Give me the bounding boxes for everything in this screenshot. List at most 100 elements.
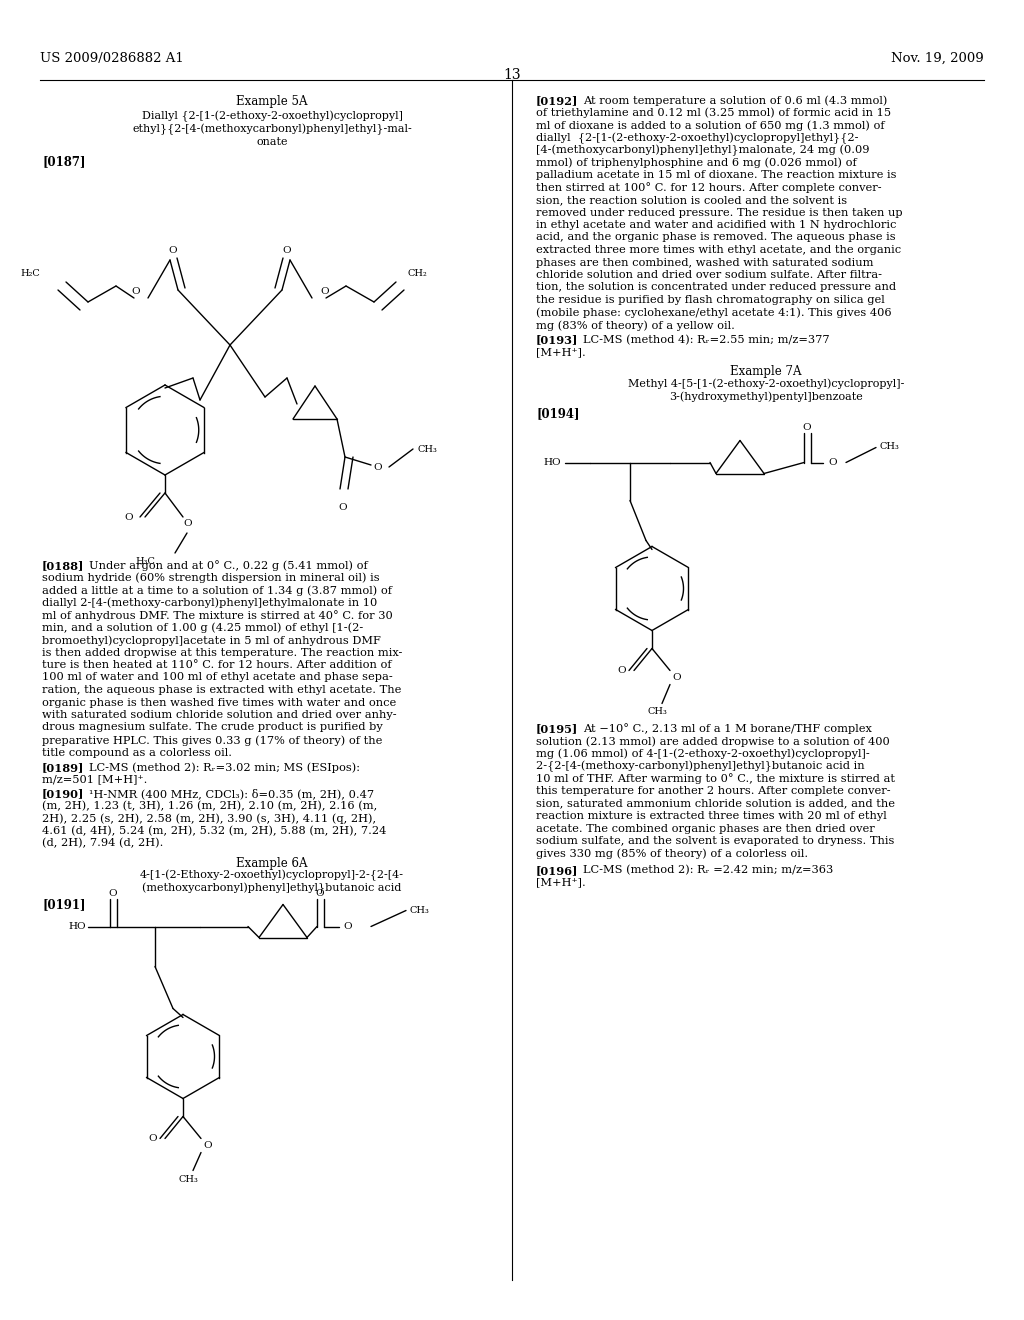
Text: (methoxycarbonyl)phenyl]ethyl}butanoic acid: (methoxycarbonyl)phenyl]ethyl}butanoic a…	[142, 883, 401, 894]
Text: 2H), 2.25 (s, 2H), 2.58 (m, 2H), 3.90 (s, 3H), 4.11 (q, 2H),: 2H), 2.25 (s, 2H), 2.58 (m, 2H), 3.90 (s…	[42, 813, 376, 824]
Text: 2-{2-[4-(methoxy-carbonyl)phenyl]ethyl}butanoic acid in: 2-{2-[4-(methoxy-carbonyl)phenyl]ethyl}b…	[536, 762, 864, 772]
Text: is then added dropwise at this temperature. The reaction mix-: is then added dropwise at this temperatu…	[42, 648, 402, 657]
Text: tion, the solution is concentrated under reduced pressure and: tion, the solution is concentrated under…	[536, 282, 896, 293]
Text: Diallyl {2-[1-(2-ethoxy-2-oxoethyl)cyclopropyl]: Diallyl {2-[1-(2-ethoxy-2-oxoethyl)cyclo…	[141, 111, 402, 123]
Text: mg (83% of theory) of a yellow oil.: mg (83% of theory) of a yellow oil.	[536, 319, 735, 330]
Text: O: O	[339, 503, 347, 512]
Text: of triethylamine and 0.12 ml (3.25 mmol) of formic acid in 15: of triethylamine and 0.12 ml (3.25 mmol)…	[536, 107, 891, 117]
Text: CH₃: CH₃	[417, 445, 437, 454]
Text: reaction mixture is extracted three times with 20 ml of ethyl: reaction mixture is extracted three time…	[536, 810, 887, 821]
Text: O: O	[124, 512, 133, 521]
Text: [0190]: [0190]	[42, 788, 84, 799]
Text: O: O	[803, 422, 811, 432]
Text: drous magnesium sulfate. The crude product is purified by: drous magnesium sulfate. The crude produ…	[42, 722, 383, 733]
Text: [0196]: [0196]	[536, 865, 579, 876]
Text: O: O	[319, 288, 329, 297]
Text: Example 5A: Example 5A	[237, 95, 308, 108]
Text: H₃C: H₃C	[135, 557, 155, 566]
Text: sion, saturated ammonium chloride solution is added, and the: sion, saturated ammonium chloride soluti…	[536, 799, 895, 808]
Text: 3-(hydroxymethyl)pentyl]benzoate: 3-(hydroxymethyl)pentyl]benzoate	[669, 392, 863, 403]
Text: Example 6A: Example 6A	[237, 857, 308, 870]
Text: [0191]: [0191]	[42, 899, 85, 912]
Text: chloride solution and dried over sodium sulfate. After filtra-: chloride solution and dried over sodium …	[536, 271, 882, 280]
Text: At room temperature a solution of 0.6 ml (4.3 mmol): At room temperature a solution of 0.6 ml…	[583, 95, 888, 106]
Text: O: O	[617, 667, 626, 675]
Text: sodium sulfate, and the solvent is evaporated to dryness. This: sodium sulfate, and the solvent is evapo…	[536, 836, 894, 846]
Text: m/z=501 [M+H]⁺.: m/z=501 [M+H]⁺.	[42, 775, 147, 784]
Text: min, and a solution of 1.00 g (4.25 mmol) of ethyl [1-(2-: min, and a solution of 1.00 g (4.25 mmol…	[42, 623, 364, 634]
Text: title compound as a colorless oil.: title compound as a colorless oil.	[42, 747, 232, 758]
Text: in ethyl acetate and water and acidified with 1 N hydrochloric: in ethyl acetate and water and acidified…	[536, 220, 896, 230]
Text: LC-MS (method 2): Rᵣ =2.42 min; m/z=363: LC-MS (method 2): Rᵣ =2.42 min; m/z=363	[583, 865, 834, 875]
Text: ml of dioxane is added to a solution of 650 mg (1.3 mmol) of: ml of dioxane is added to a solution of …	[536, 120, 885, 131]
Text: preparative HPLC. This gives 0.33 g (17% of theory) of the: preparative HPLC. This gives 0.33 g (17%…	[42, 735, 382, 746]
Text: O: O	[109, 888, 118, 898]
Text: [0194]: [0194]	[536, 408, 580, 421]
Text: added a little at a time to a solution of 1.34 g (3.87 mmol) of: added a little at a time to a solution o…	[42, 585, 392, 595]
Text: ration, the aqueous phase is extracted with ethyl acetate. The: ration, the aqueous phase is extracted w…	[42, 685, 401, 696]
Text: bromoethyl)cyclopropyl]acetate in 5 ml of anhydrous DMF: bromoethyl)cyclopropyl]acetate in 5 ml o…	[42, 635, 381, 645]
Text: (m, 2H), 1.23 (t, 3H), 1.26 (m, 2H), 2.10 (m, 2H), 2.16 (m,: (m, 2H), 1.23 (t, 3H), 1.26 (m, 2H), 2.1…	[42, 800, 377, 810]
Text: Methyl 4-[5-[1-(2-ethoxy-2-oxoethyl)cyclopropyl]-: Methyl 4-[5-[1-(2-ethoxy-2-oxoethyl)cycl…	[628, 379, 904, 389]
Text: O: O	[315, 888, 325, 898]
Text: (mobile phase: cyclohexane/ethyl acetate 4:1). This gives 406: (mobile phase: cyclohexane/ethyl acetate…	[536, 308, 892, 318]
Text: (d, 2H), 7.94 (d, 2H).: (d, 2H), 7.94 (d, 2H).	[42, 838, 164, 849]
Text: US 2009/0286882 A1: US 2009/0286882 A1	[40, 51, 183, 65]
Text: this temperature for another 2 hours. After complete conver-: this temperature for another 2 hours. Af…	[536, 785, 891, 796]
Text: acetate. The combined organic phases are then dried over: acetate. The combined organic phases are…	[536, 824, 874, 833]
Text: HO: HO	[69, 921, 86, 931]
Text: LC-MS (method 4): Rᵣ=2.55 min; m/z=377: LC-MS (method 4): Rᵣ=2.55 min; m/z=377	[583, 334, 829, 345]
Text: mmol) of triphenylphosphine and 6 mg (0.026 mmol) of: mmol) of triphenylphosphine and 6 mg (0.…	[536, 157, 857, 168]
Text: gives 330 mg (85% of theory) of a colorless oil.: gives 330 mg (85% of theory) of a colorl…	[536, 849, 808, 859]
Text: O: O	[203, 1140, 212, 1150]
Text: ethyl}{2-[4-(methoxycarbonyl)phenyl]ethyl}-mal-: ethyl}{2-[4-(methoxycarbonyl)phenyl]ethy…	[132, 124, 412, 136]
Text: CH₃: CH₃	[178, 1175, 198, 1184]
Text: [0187]: [0187]	[42, 154, 85, 168]
Text: [0188]: [0188]	[42, 560, 84, 572]
Text: O: O	[828, 458, 837, 467]
Text: then stirred at 100° C. for 12 hours. After complete conver-: then stirred at 100° C. for 12 hours. Af…	[536, 182, 882, 193]
Text: mg (1.06 mmol) of 4-[1-(2-ethoxy-2-oxoethyl)cyclopropyl]-: mg (1.06 mmol) of 4-[1-(2-ethoxy-2-oxoet…	[536, 748, 869, 759]
Text: [0193]: [0193]	[536, 334, 579, 346]
Text: O: O	[343, 921, 351, 931]
Text: organic phase is then washed five times with water and once: organic phase is then washed five times …	[42, 697, 396, 708]
Text: [0195]: [0195]	[536, 723, 579, 734]
Text: diallyl  {2-[1-(2-ethoxy-2-oxoethyl)cyclopropyl]ethyl}{2-: diallyl {2-[1-(2-ethoxy-2-oxoethyl)cyclo…	[536, 132, 858, 144]
Text: Nov. 19, 2009: Nov. 19, 2009	[891, 51, 984, 65]
Text: ¹H-NMR (400 MHz, CDCl₃): δ=0.35 (m, 2H), 0.47: ¹H-NMR (400 MHz, CDCl₃): δ=0.35 (m, 2H),…	[89, 788, 374, 799]
Text: phases are then combined, washed with saturated sodium: phases are then combined, washed with sa…	[536, 257, 873, 268]
Text: LC-MS (method 2): Rᵣ=3.02 min; MS (ESIpos):: LC-MS (method 2): Rᵣ=3.02 min; MS (ESIpo…	[89, 762, 360, 772]
Text: [M+H⁺].: [M+H⁺].	[536, 347, 586, 356]
Text: 13: 13	[503, 69, 521, 82]
Text: 10 ml of THF. After warming to 0° C., the mixture is stirred at: 10 ml of THF. After warming to 0° C., th…	[536, 774, 895, 784]
Text: [4-(methoxycarbonyl)phenyl]ethyl}malonate, 24 mg (0.09: [4-(methoxycarbonyl)phenyl]ethyl}malonat…	[536, 145, 869, 156]
Text: onate: onate	[256, 137, 288, 147]
Text: Under argon and at 0° C., 0.22 g (5.41 mmol) of: Under argon and at 0° C., 0.22 g (5.41 m…	[89, 560, 368, 570]
Text: removed under reduced pressure. The residue is then taken up: removed under reduced pressure. The resi…	[536, 207, 902, 218]
Text: O: O	[672, 672, 681, 681]
Text: [0189]: [0189]	[42, 762, 84, 774]
Text: O: O	[148, 1134, 157, 1143]
Text: 100 ml of water and 100 ml of ethyl acetate and phase sepa-: 100 ml of water and 100 ml of ethyl acet…	[42, 672, 393, 682]
Text: palladium acetate in 15 ml of dioxane. The reaction mixture is: palladium acetate in 15 ml of dioxane. T…	[536, 170, 896, 180]
Text: solution (2.13 mmol) are added dropwise to a solution of 400: solution (2.13 mmol) are added dropwise …	[536, 737, 890, 747]
Text: ture is then heated at 110° C. for 12 hours. After addition of: ture is then heated at 110° C. for 12 ho…	[42, 660, 391, 671]
Text: O: O	[131, 288, 140, 297]
Text: CH₂: CH₂	[408, 269, 428, 279]
Text: CH₃: CH₃	[880, 442, 900, 451]
Text: 4.61 (d, 4H), 5.24 (m, 2H), 5.32 (m, 2H), 5.88 (m, 2H), 7.24: 4.61 (d, 4H), 5.24 (m, 2H), 5.32 (m, 2H)…	[42, 825, 386, 836]
Text: sion, the reaction solution is cooled and the solvent is: sion, the reaction solution is cooled an…	[536, 195, 847, 205]
Text: CH₃: CH₃	[410, 906, 430, 915]
Text: [0192]: [0192]	[536, 95, 579, 106]
Text: O: O	[183, 519, 191, 528]
Text: extracted three more times with ethyl acetate, and the organic: extracted three more times with ethyl ac…	[536, 246, 901, 255]
Text: with saturated sodium chloride solution and dried over anhy-: with saturated sodium chloride solution …	[42, 710, 396, 719]
Text: ml of anhydrous DMF. The mixture is stirred at 40° C. for 30: ml of anhydrous DMF. The mixture is stir…	[42, 610, 393, 620]
Text: O: O	[283, 246, 291, 255]
Text: 4-[1-(2-Ethoxy-2-oxoethyl)cyclopropyl]-2-{2-[4-: 4-[1-(2-Ethoxy-2-oxoethyl)cyclopropyl]-2…	[140, 870, 404, 880]
Text: Example 7A: Example 7A	[730, 366, 802, 379]
Text: CH₃: CH₃	[647, 706, 667, 715]
Text: diallyl 2-[4-(methoxy-carbonyl)phenyl]ethylmalonate in 10: diallyl 2-[4-(methoxy-carbonyl)phenyl]et…	[42, 598, 377, 609]
Text: acid, and the organic phase is removed. The aqueous phase is: acid, and the organic phase is removed. …	[536, 232, 896, 243]
Text: H₂C: H₂C	[20, 269, 40, 279]
